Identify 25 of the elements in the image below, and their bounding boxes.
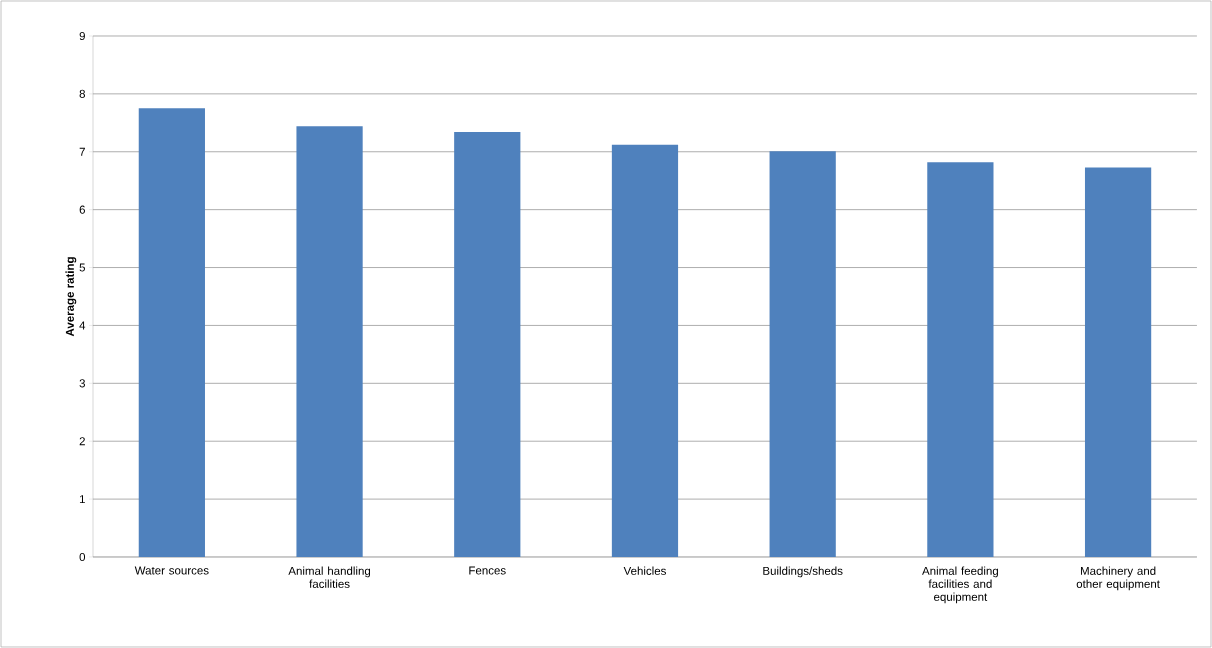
bar bbox=[769, 151, 836, 557]
bar bbox=[296, 126, 363, 557]
x-tick-label: Machinery and other equipment bbox=[1076, 566, 1160, 591]
x-tick-label: Buildings/sheds bbox=[763, 566, 843, 578]
bar bbox=[927, 162, 994, 557]
x-tick-label: Vehicles bbox=[623, 566, 666, 575]
y-axis-title: Average rating bbox=[65, 257, 77, 337]
y-tick-label: 4 bbox=[79, 321, 86, 330]
x-tick-label: Fences bbox=[469, 566, 506, 575]
y-tick-label: 7 bbox=[79, 147, 85, 156]
y-tick-label: 3 bbox=[79, 379, 85, 388]
y-tick-label: 8 bbox=[79, 89, 85, 98]
bar bbox=[1084, 167, 1152, 557]
bar bbox=[454, 132, 521, 557]
x-tick-label: Animal feeding facilities and equipment bbox=[922, 566, 998, 604]
x-tick-label: Animal handling facilities bbox=[288, 566, 371, 588]
y-tick-label: 2 bbox=[79, 437, 85, 446]
bar bbox=[611, 144, 679, 557]
y-tick-label: 9 bbox=[79, 31, 85, 41]
y-tick-label: 1 bbox=[79, 495, 85, 504]
bar bbox=[138, 108, 205, 557]
y-tick-label: 5 bbox=[79, 263, 85, 272]
y-tick-label: 0 bbox=[79, 552, 86, 562]
y-tick-label: 6 bbox=[79, 205, 85, 214]
x-tick-label: Water sources bbox=[134, 566, 209, 575]
